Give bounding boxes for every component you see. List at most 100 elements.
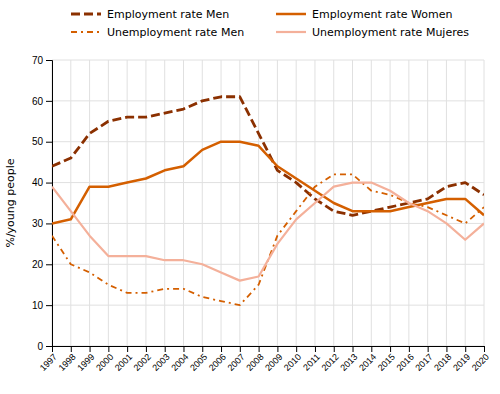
legend-label: Employment rate Men (107, 8, 229, 21)
grid-line (484, 60, 485, 346)
tick-label: 2004 (169, 352, 190, 373)
tick-label: 2007 (226, 352, 247, 373)
legend-swatch (71, 13, 101, 16)
grid-line (258, 60, 259, 346)
lines (52, 97, 484, 305)
tick-label: 20 (32, 259, 44, 270)
tick-label: 2013 (338, 352, 359, 373)
tick: 70 (32, 55, 52, 66)
tick-label: 40 (32, 177, 44, 188)
legend-item: Unemployment rate Mujeres (276, 26, 469, 39)
tick-mark (390, 346, 391, 352)
tick-label: 2015 (376, 352, 397, 373)
tick-mark (127, 346, 128, 352)
tick-label: 1999 (75, 352, 96, 373)
grid-line (390, 60, 391, 346)
tick-mark (277, 346, 278, 352)
tick-mark (165, 346, 166, 352)
tick: 20 (32, 259, 52, 270)
tick-mark (465, 346, 466, 352)
legend-label: Employment rate Women (312, 8, 452, 21)
tick-label: 10 (32, 300, 44, 311)
tick-label: 2016 (395, 352, 416, 373)
grid-line (371, 60, 372, 346)
tick: 2003 (150, 346, 171, 373)
tick-label: 2020 (470, 352, 491, 373)
tick-mark (409, 346, 410, 352)
grid-line (52, 141, 484, 142)
tick-label: 0 (37, 341, 43, 352)
grid-line (52, 60, 484, 61)
tick: 2019 (451, 346, 472, 373)
grid-line (108, 60, 109, 346)
tick: 2004 (169, 346, 190, 373)
tick: 1999 (75, 346, 96, 373)
tick: 50 (32, 136, 52, 147)
tick-mark (90, 346, 91, 352)
tick-label: 2006 (207, 352, 228, 373)
tick-mark (46, 305, 52, 306)
tick: 2013 (338, 346, 359, 373)
legend-label: Unemployment rate Mujeres (312, 26, 469, 39)
grid-line (277, 60, 278, 346)
tick-mark (46, 60, 52, 61)
grid-line (52, 100, 484, 101)
tick: 2017 (413, 346, 434, 373)
tick-label: 2000 (94, 352, 115, 373)
tick: 2018 (432, 346, 453, 373)
tick-label: 2019 (451, 352, 472, 373)
grid-line (221, 60, 222, 346)
y-axis: 0 10 20 30 40 50 60 70 (32, 55, 53, 352)
tick: 2011 (301, 346, 322, 373)
tick: 2010 (282, 346, 303, 373)
grid (52, 60, 484, 346)
grid-line (202, 60, 203, 346)
tick-mark (46, 142, 52, 143)
grid-line (183, 60, 184, 346)
grid-line (52, 264, 484, 265)
tick-mark (221, 346, 222, 352)
tick-mark (46, 183, 52, 184)
tick-label: 2014 (357, 352, 378, 373)
series-line (52, 174, 484, 305)
tick-mark (334, 346, 335, 352)
tick: 0 (37, 341, 52, 352)
tick: 30 (32, 218, 52, 229)
grid-line (70, 60, 71, 346)
legend-item: Unemployment rate Men (71, 26, 244, 39)
tick-mark (240, 346, 241, 352)
axis-line (46, 61, 53, 347)
tick-mark (296, 346, 297, 352)
grid-line (52, 223, 484, 224)
series-line (52, 183, 484, 281)
tick: 2002 (132, 346, 153, 373)
tick: 2008 (244, 346, 265, 373)
tick-label: 1997 (38, 352, 59, 373)
tick-label: 50 (32, 136, 44, 147)
tick-mark (353, 346, 354, 352)
grid-line (446, 60, 447, 346)
tick: 60 (32, 96, 52, 107)
tick: 2007 (226, 346, 247, 373)
tick: 2014 (357, 346, 378, 373)
axis-title: %/young people (4, 158, 17, 247)
legend-item: Employment rate Men (71, 8, 229, 21)
tick-label: 2012 (320, 352, 341, 373)
tick-mark (315, 346, 316, 352)
plot: 1997199819992000200120022003200420052006… (4, 55, 491, 373)
grid-line (352, 60, 353, 346)
tick-mark (71, 346, 72, 352)
tick: 40 (32, 177, 52, 188)
tick-label: 2002 (132, 352, 153, 373)
tick: 2009 (263, 346, 284, 373)
grid-line (145, 60, 146, 346)
tick-mark (46, 346, 52, 347)
axis-line (53, 347, 485, 353)
tick-mark (146, 346, 147, 352)
tick-label: 60 (32, 96, 44, 107)
tick-label: 2010 (282, 352, 303, 373)
tick-label: 2018 (432, 352, 453, 373)
tick-mark (46, 223, 52, 224)
series-line (52, 142, 484, 224)
grid-line (52, 305, 484, 306)
